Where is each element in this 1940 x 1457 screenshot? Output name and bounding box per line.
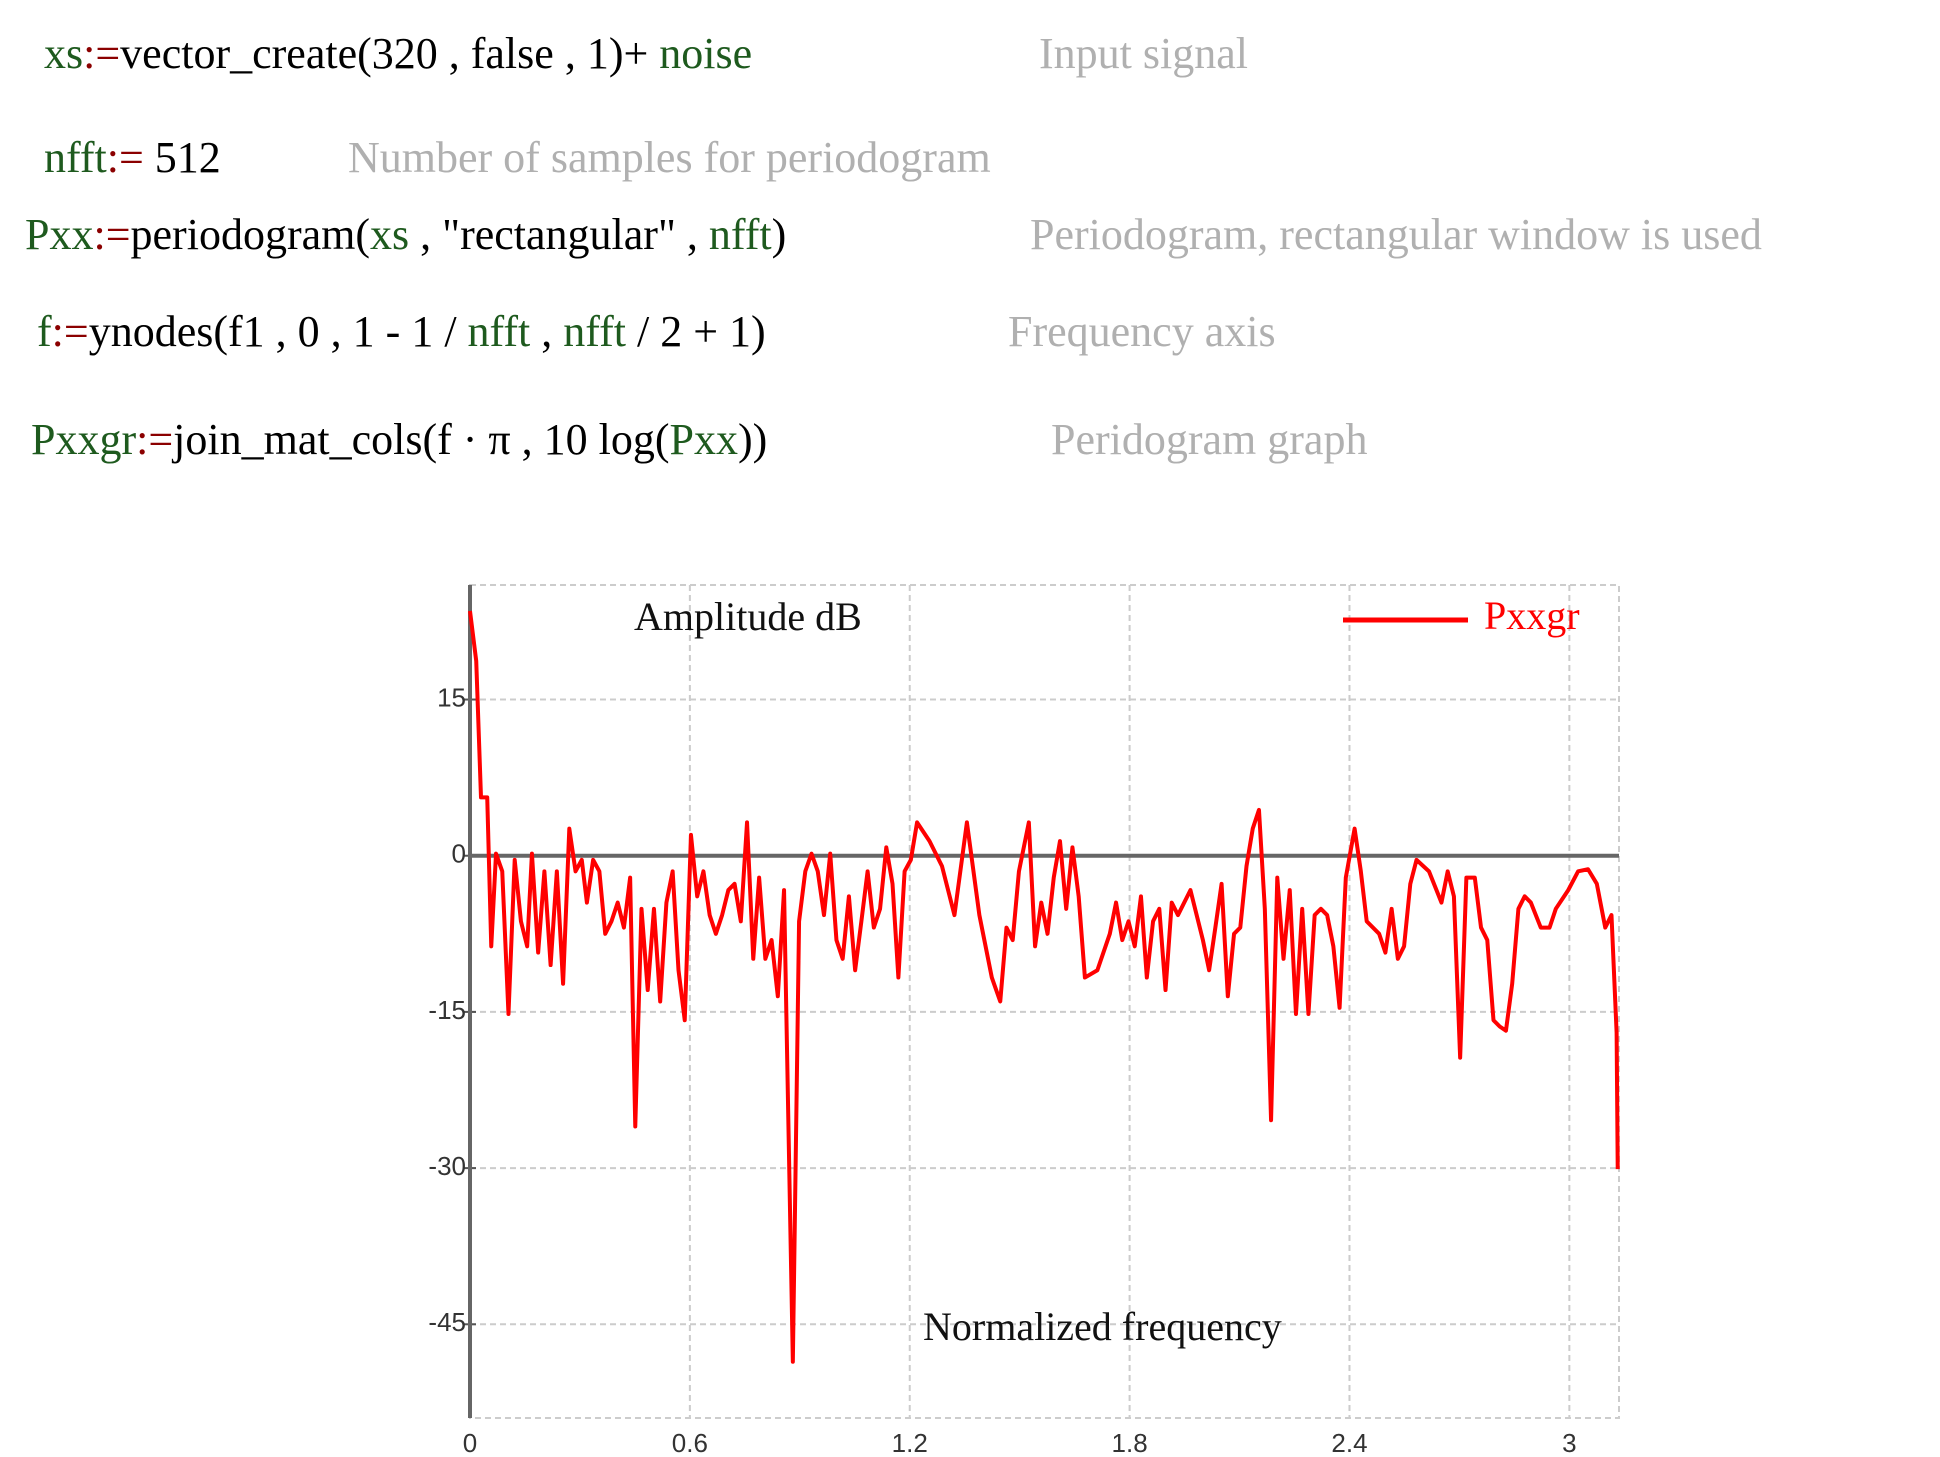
x-tick-label: 2.4 xyxy=(1331,1428,1367,1457)
x-tick-label: 3 xyxy=(1562,1428,1576,1457)
comment: Peridogram graph xyxy=(1051,415,1367,464)
expression-token: ynodes(f1 , 0 , 1 - 1 / xyxy=(89,307,468,356)
comment: Periodogram, rectangular window is used xyxy=(1030,210,1762,259)
expression-token: , xyxy=(530,307,563,356)
expression-token: / 2 + 1) xyxy=(626,307,766,356)
expression-token: f xyxy=(37,307,52,356)
expression-token: noise xyxy=(659,29,752,78)
expression-token: , "rectangular" , xyxy=(409,210,709,259)
expression: Pxxgr:=join_mat_cols(f · π , 10 log(Pxx)… xyxy=(31,415,767,464)
x-tick-label: 0 xyxy=(463,1428,477,1457)
data-line xyxy=(468,610,1620,1364)
y-tick-label: 15 xyxy=(437,682,466,712)
y-tick-label: -45 xyxy=(428,1307,466,1337)
y-tick-label: 0 xyxy=(452,839,466,869)
expression: xs:=vector_create(320 , false , 1)+ nois… xyxy=(44,29,752,78)
expression-token: := xyxy=(52,307,89,356)
expression-token: 512 xyxy=(144,133,221,182)
expression-token: join_mat_cols(f · π , 10 log( xyxy=(171,415,669,464)
x-tick-label: 1.2 xyxy=(892,1428,928,1457)
expression-token: nfft xyxy=(44,133,107,182)
expression-token: := xyxy=(83,29,120,78)
y-tick-label: -30 xyxy=(428,1151,466,1181)
expression-token: := xyxy=(136,415,173,464)
plot-border xyxy=(469,584,1620,1419)
expression-token: xs xyxy=(44,29,83,78)
expression-token: Pxxgr xyxy=(31,415,136,464)
y-tick-label: -15 xyxy=(428,995,466,1025)
expression-token: Pxx xyxy=(25,210,93,259)
expression-token: periodogram( xyxy=(131,210,370,259)
expression-token: vector_create(320 , false , 1)+ xyxy=(120,29,659,78)
expression-token: Pxx xyxy=(670,415,738,464)
y-axis-label: Amplitude dB xyxy=(634,594,862,639)
expression-token: ) xyxy=(772,210,787,259)
expression-token: xs xyxy=(370,210,409,259)
expression-token: nfft xyxy=(709,210,772,259)
comment: Input signal xyxy=(1039,29,1248,78)
expression-token: nfft xyxy=(468,307,531,356)
expression: nfft:= 512 xyxy=(44,133,221,182)
expression: Pxx:=periodogram(xs , "rectangular" , nf… xyxy=(25,210,786,259)
expression: f:=ynodes(f1 , 0 , 1 - 1 / nfft , nfft /… xyxy=(37,307,766,356)
comment: Frequency axis xyxy=(1008,307,1276,356)
comment: Number of samples for periodogram xyxy=(348,133,991,182)
expression-token: := xyxy=(107,133,144,182)
x-tick-label: 1.8 xyxy=(1112,1428,1148,1457)
expression-token: )) xyxy=(738,415,767,464)
x-axis-label: Normalized frequency xyxy=(923,1304,1282,1349)
legend-label: Pxxgr xyxy=(1484,593,1580,638)
expression-token: nfft xyxy=(563,307,626,356)
expression-token: := xyxy=(93,210,130,259)
x-tick-label: 0.6 xyxy=(672,1428,708,1457)
